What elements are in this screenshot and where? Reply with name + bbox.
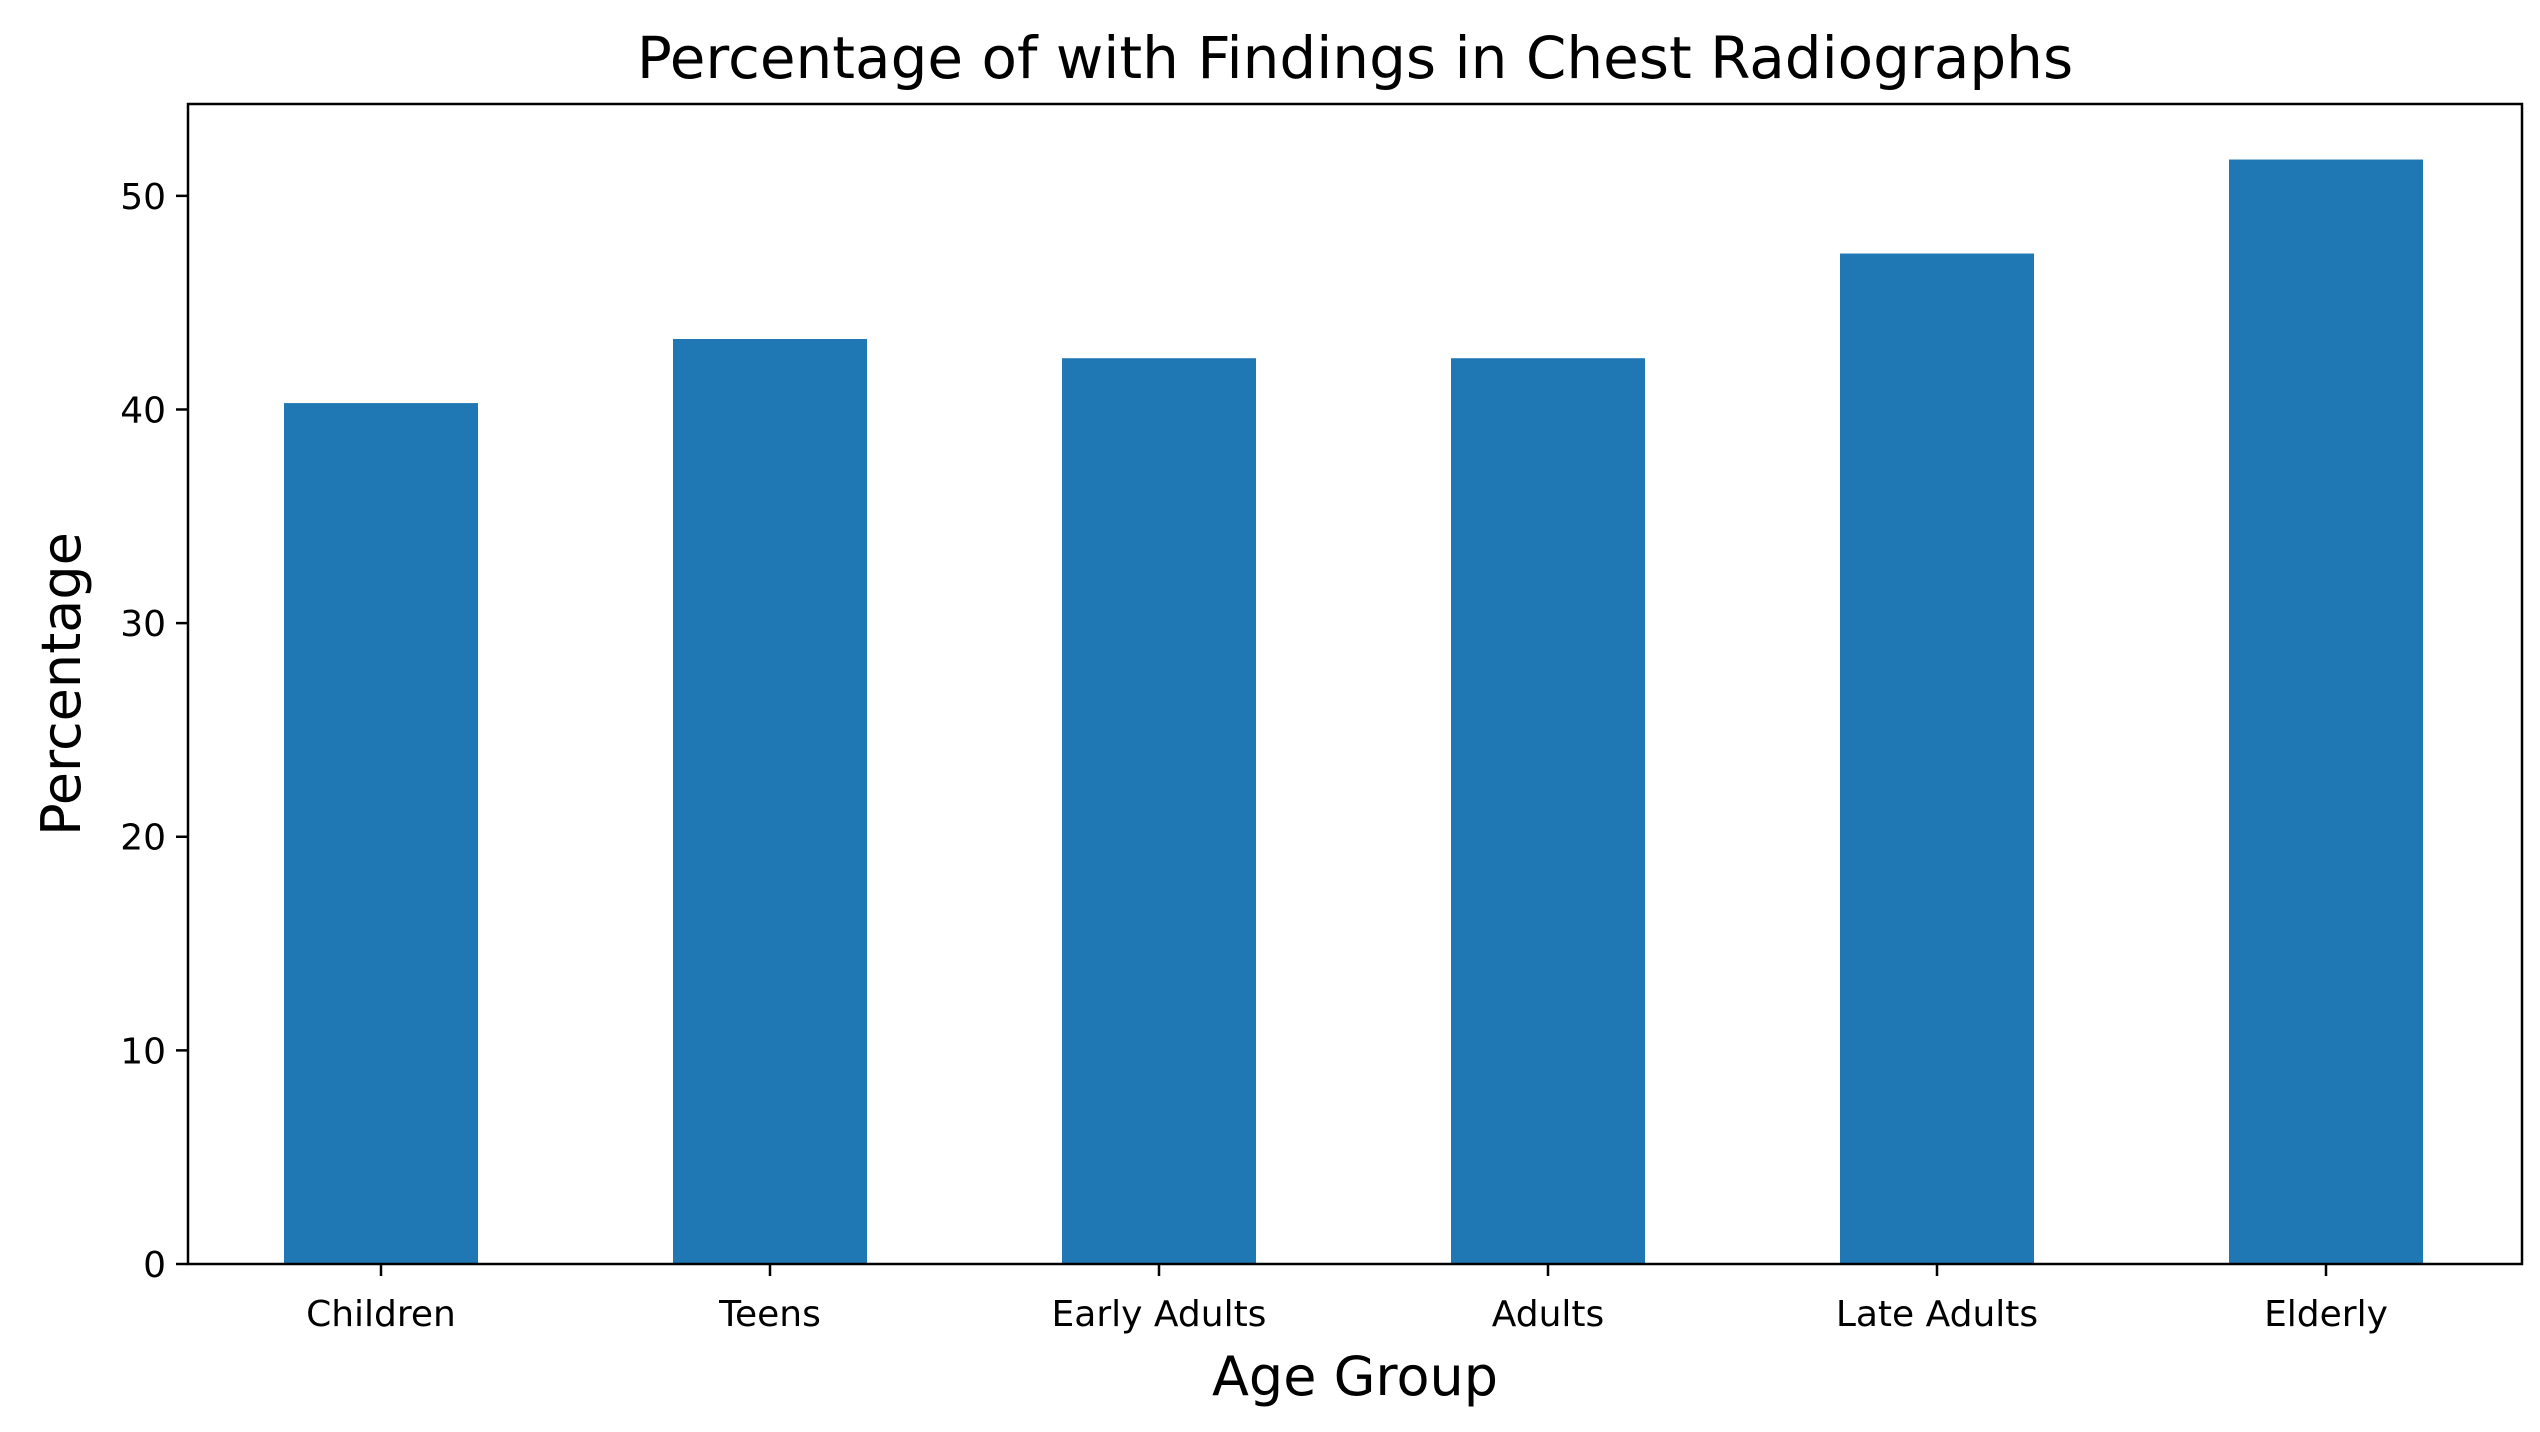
x-tick-label: Early Adults bbox=[1052, 1294, 1267, 1335]
plot-area-frame bbox=[186, 102, 2524, 1266]
y-tick-label: 20 bbox=[120, 818, 166, 859]
bar-children bbox=[284, 403, 478, 1264]
bars-layer bbox=[284, 159, 2423, 1265]
y-axis-ticks: 0 10 20 30 40 50 bbox=[120, 177, 188, 1286]
chart-title: Percentage of with Findings in Chest Rad… bbox=[637, 24, 2073, 92]
y-tick-label: 40 bbox=[120, 390, 166, 431]
x-axis-label: Age Group bbox=[1212, 1345, 1498, 1408]
y-axis-label: Percentage bbox=[30, 532, 93, 836]
y-tick-label: 10 bbox=[120, 1031, 166, 1072]
x-tick-label: Late Adults bbox=[1836, 1294, 2038, 1335]
bar-early-adults bbox=[1062, 358, 1256, 1265]
y-tick-label: 30 bbox=[120, 604, 166, 645]
x-tick-label: Elderly bbox=[2264, 1294, 2388, 1335]
x-tick-label: Teens bbox=[718, 1294, 821, 1335]
x-tick-label: Children bbox=[306, 1294, 456, 1335]
bar-teens bbox=[673, 338, 867, 1264]
x-axis-ticks: Children Teens Early Adults Adults Late Adul… bbox=[306, 1264, 2388, 1335]
x-tick-label: Adults bbox=[1492, 1294, 1605, 1335]
bar-elderly bbox=[2229, 159, 2423, 1265]
y-tick-label: 50 bbox=[120, 177, 166, 218]
y-tick-label: 0 bbox=[143, 1245, 166, 1286]
bar-late-adults bbox=[1840, 253, 2034, 1264]
bar-adults bbox=[1451, 358, 1645, 1265]
